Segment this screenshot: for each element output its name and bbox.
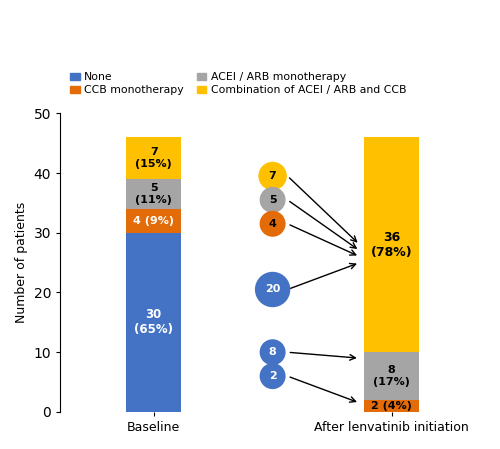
Text: 36
(78%): 36 (78%) xyxy=(370,231,412,259)
Text: 20: 20 xyxy=(265,285,280,295)
Point xyxy=(268,373,276,380)
Bar xyxy=(126,209,182,233)
Text: 7: 7 xyxy=(268,171,276,181)
Point xyxy=(268,196,276,203)
Bar xyxy=(126,137,182,179)
Text: 4 (9%): 4 (9%) xyxy=(133,216,174,226)
Text: 5: 5 xyxy=(269,195,276,205)
Bar xyxy=(364,400,419,412)
Text: 5
(11%): 5 (11%) xyxy=(135,183,172,205)
Text: 4: 4 xyxy=(268,219,276,229)
Text: 8: 8 xyxy=(268,347,276,357)
Point xyxy=(268,172,276,180)
Bar xyxy=(126,179,182,209)
Text: 2: 2 xyxy=(268,371,276,381)
Bar xyxy=(364,352,419,400)
Text: 2 (4%): 2 (4%) xyxy=(371,401,412,411)
Point xyxy=(268,348,276,356)
Legend: None, CCB monotherapy, ACEI / ARB monotherapy, Combination of ACEI / ARB and CCB: None, CCB monotherapy, ACEI / ARB monoth… xyxy=(66,68,410,100)
Text: 8
(17%): 8 (17%) xyxy=(373,365,410,387)
Text: 30
(65%): 30 (65%) xyxy=(134,308,173,336)
Point xyxy=(268,220,276,227)
Point xyxy=(268,286,276,293)
Y-axis label: Number of patients: Number of patients xyxy=(15,202,28,323)
Bar xyxy=(364,137,419,352)
Text: 7
(15%): 7 (15%) xyxy=(136,147,172,169)
Bar xyxy=(126,233,182,412)
